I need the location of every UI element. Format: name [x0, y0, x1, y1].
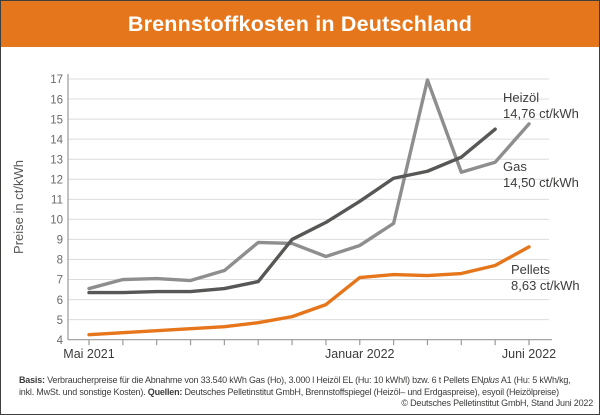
y-tick-label: 8: [57, 255, 63, 267]
y-tick-label: 6: [57, 295, 63, 307]
series-value-heizoel: 14,76 ct/kWh: [503, 106, 579, 121]
quellen-label: Quellen:: [147, 386, 183, 397]
y-axis-title: Preise in ct/kWh: [11, 160, 26, 254]
footnote: Basis: Verbraucherpreise für die Abnahme…: [19, 375, 593, 410]
y-tick-label: 17: [50, 74, 63, 86]
series-value-pellets: 8,63 ct/kWh: [511, 278, 580, 293]
series-line-pellets: [87, 245, 531, 337]
footnote-line-2: inkl. MwSt. und sonstige Kosten). Quelle…: [19, 386, 559, 397]
series-value-gas: 14,50 ct/kWh: [503, 175, 579, 190]
y-tick-label: 11: [51, 195, 63, 207]
y-tick-label: 5: [57, 315, 63, 327]
series-name-gas: Gas: [503, 159, 527, 174]
y-tick-label: 10: [50, 215, 63, 227]
y-tick-label: 9: [57, 235, 63, 247]
copyright: © Deutsches Pelletinstitut GmbH, Stand J…: [401, 398, 593, 408]
y-tick-label: 15: [50, 114, 63, 126]
y-tick-label: 4: [57, 335, 64, 347]
series-name-heizoel: Heizöl: [503, 90, 540, 105]
series-line-heizoel: [87, 78, 531, 291]
series-label-heizoel: Heizöl 14,76 ct/kWh: [503, 90, 579, 122]
series-label-pellets: Pellets 8,63 ct/kWh: [511, 262, 580, 294]
y-tick-label: 14: [50, 134, 63, 146]
page-title: Brennstoffkosten in Deutschland: [127, 11, 473, 36]
series-line-gas: [87, 127, 497, 295]
series-name-pellets: Pellets: [511, 262, 551, 277]
x-axis-label: Juni 2022: [502, 347, 556, 361]
y-tick-label: 7: [57, 275, 63, 287]
y-tick-label: 13: [50, 154, 63, 166]
y-tick-label: 12: [50, 174, 63, 186]
y-tick-label: 16: [50, 94, 63, 106]
footnote-line-1: Basis: Verbraucherpreise für die Abnahme…: [19, 375, 571, 385]
x-axis-label: Mai 2021: [63, 347, 114, 361]
x-axis-label: Januar 2022: [325, 347, 395, 361]
basis-label: Basis:: [19, 375, 45, 385]
title-bar: Brennstoffkosten in Deutschland: [1, 1, 599, 47]
series-label-gas: Gas 14,50 ct/kWh: [503, 159, 579, 191]
